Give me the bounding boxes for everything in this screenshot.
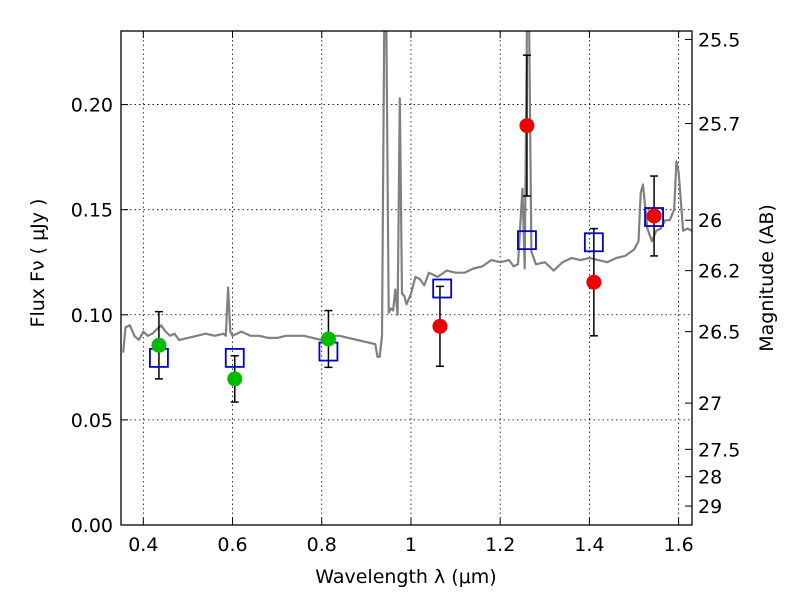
plot-area (122, 31, 692, 403)
right-tick-label: 28 (698, 467, 722, 489)
green-point (151, 337, 167, 353)
red-point (586, 274, 602, 290)
x-tick-label: 0.6 (217, 534, 247, 556)
right-tick-label: 27 (698, 393, 722, 415)
right-tick-label: 29 (698, 496, 722, 518)
x-tick-label: 1.2 (485, 534, 515, 556)
tick-labels: 0.4 0.6 0.8 1 1.2 1.4 1.6 0.00 0.05 0.10 0.15 0.20 2… (71, 29, 741, 556)
green-point (227, 371, 243, 387)
red-point (432, 318, 448, 334)
y-tick-label: 0.00 (71, 515, 113, 537)
right-tick-label: 25.7 (698, 113, 740, 135)
model-box (583, 232, 604, 253)
x-tick-label: 1 (405, 534, 417, 556)
red-point (519, 118, 535, 134)
right-tick-label: 26.2 (698, 261, 740, 283)
data-points (151, 118, 662, 387)
right-tick-label: 27.5 (698, 439, 740, 461)
y-axis-label: Flux Fν ( μJy ) (27, 199, 49, 328)
right-axis-label: Magnitude (AB) (756, 204, 778, 352)
y-tick-label: 0.05 (71, 410, 113, 432)
y-tick-label: 0.20 (71, 95, 113, 117)
right-tick-label: 25.5 (698, 29, 740, 51)
model-box (517, 230, 537, 251)
red-point (646, 208, 662, 224)
model-box (432, 278, 453, 299)
right-tick-label: 26 (698, 210, 722, 232)
x-axis-label: Wavelength λ (μm) (315, 566, 496, 588)
x-tick-label: 0.8 (307, 534, 337, 556)
spectrum-line (122, 31, 692, 358)
plot-frame (120, 30, 693, 526)
x-tick-label: 0.4 (128, 534, 158, 556)
x-tick-label: 1.6 (664, 534, 694, 556)
green-point (320, 331, 336, 347)
right-tick-label: 26.5 (698, 322, 740, 344)
y-tick-label: 0.10 (71, 305, 113, 327)
plot-background (121, 31, 692, 525)
x-tick-label: 1.4 (574, 534, 604, 556)
y-tick-label: 0.15 (71, 200, 113, 222)
model-box (644, 207, 664, 227)
model-box (224, 347, 245, 368)
axis-ticks (121, 31, 692, 526)
